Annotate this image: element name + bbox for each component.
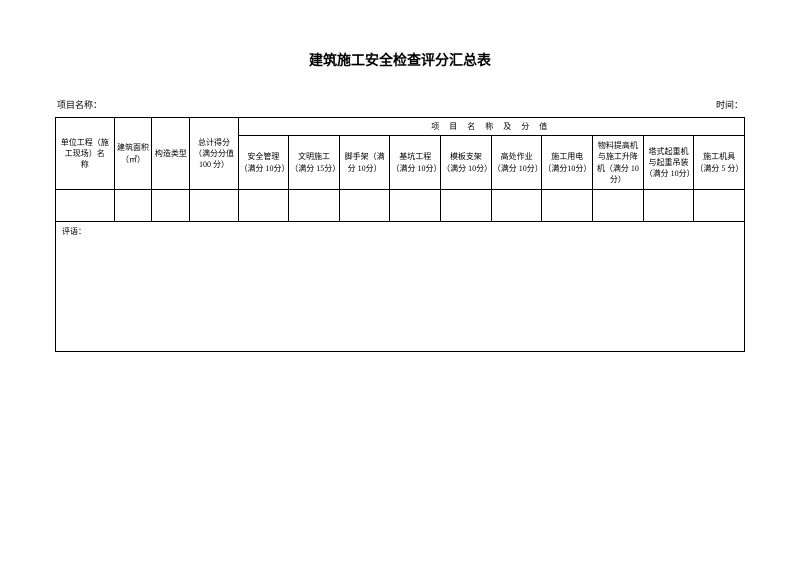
cell (390, 190, 441, 222)
cell (542, 190, 593, 222)
col-machinery: 施工机具（满分 5 分） (694, 136, 745, 190)
col-high-work: 高处作业（满分 10分） (491, 136, 542, 190)
col-unit-project: 单位工程（施工现场）名 称 (56, 118, 115, 190)
cell (56, 190, 115, 222)
col-safety-mgmt: 安全管理（满分 10分） (238, 136, 289, 190)
col-structure-type: 构造类型 (152, 118, 190, 190)
cell (694, 190, 745, 222)
time-label: 时间： (716, 98, 743, 111)
col-total-score: 总计得分（满分分值100 分） (190, 118, 238, 190)
page-container: 建筑施工安全检查评分汇总表 项目名称： 时间： 单位工程（施工现场）名 称 建筑… (0, 0, 800, 382)
cell (643, 190, 694, 222)
col-formwork: 模板支架（满分 10分） (441, 136, 492, 190)
page-title: 建筑施工安全检查评分汇总表 (55, 50, 745, 70)
cell (238, 190, 289, 222)
score-table: 单位工程（施工现场）名 称 建筑面积（㎡） 构造类型 总计得分（满分分值100 … (55, 117, 745, 352)
cell (289, 190, 340, 222)
col-hoist: 物料提高机与施工升降机（满分 10分） (593, 136, 644, 190)
project-name-label: 项目名称： (57, 98, 102, 111)
header-row-1: 单位工程（施工现场）名 称 建筑面积（㎡） 构造类型 总计得分（满分分值100 … (56, 118, 745, 136)
col-foundation: 基坑工程（满分 10分） (390, 136, 441, 190)
col-tower-crane: 塔式起重机与起重吊装（满分 10分） (643, 136, 694, 190)
comment-row: 评语： (56, 222, 745, 352)
meta-row: 项目名称： 时间： (55, 98, 745, 111)
col-group-header: 项 目 名 称 及 分 值 (238, 118, 744, 136)
cell (491, 190, 542, 222)
cell (152, 190, 190, 222)
cell (441, 190, 492, 222)
cell (190, 190, 238, 222)
cell (339, 190, 390, 222)
col-civilized: 文明施工（满分 15分） (289, 136, 340, 190)
col-area: 建筑面积（㎡） (114, 118, 152, 190)
cell (114, 190, 152, 222)
table-row (56, 190, 745, 222)
col-electric: 施工用电（满分10分） (542, 136, 593, 190)
cell (593, 190, 644, 222)
col-scaffold: 脚手架（满分 10分） (339, 136, 390, 190)
comment-cell: 评语： (56, 222, 745, 352)
